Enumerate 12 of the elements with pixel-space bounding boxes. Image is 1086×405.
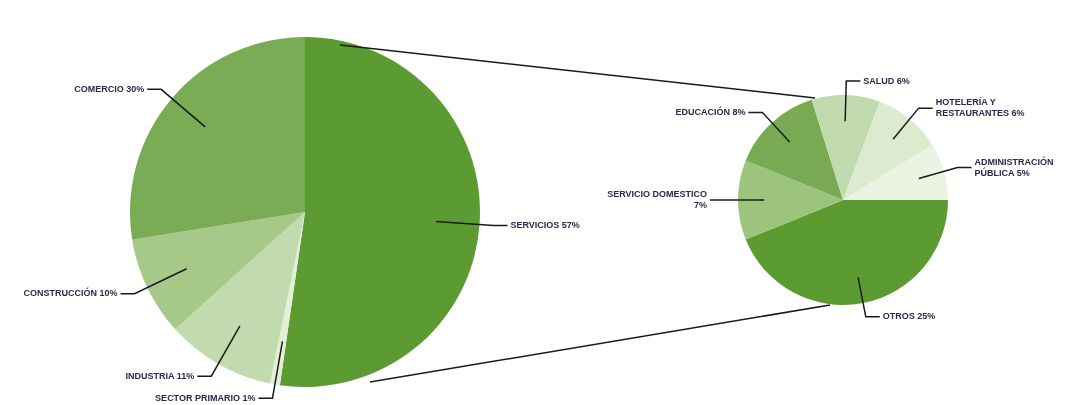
slice-label: EDUCACIÓN 8% (675, 105, 746, 117)
slice-label: OTROS 25% (882, 311, 936, 322)
slice-label: SECTOR PRIMARIO 1% (155, 392, 256, 403)
slice-label: CONSTRUCCIÓN 10% (23, 287, 118, 299)
slice-label: SERVICIO DOMESTICO (607, 188, 707, 199)
data-label: 7% (693, 199, 707, 210)
slice-label: INDUSTRIA 11% (125, 370, 195, 381)
slice-label: HOTELERÍA Y RESTAURANTES 6% (935, 97, 1025, 119)
slice-label: ADMINISTRACIÓN PÚBLICA 5% (974, 155, 1054, 178)
slice-label: COMERCIO 30% (74, 83, 145, 94)
slice-label: SALUD 6% (863, 75, 910, 86)
slice-label: SERVICIOS 57% (510, 220, 580, 231)
